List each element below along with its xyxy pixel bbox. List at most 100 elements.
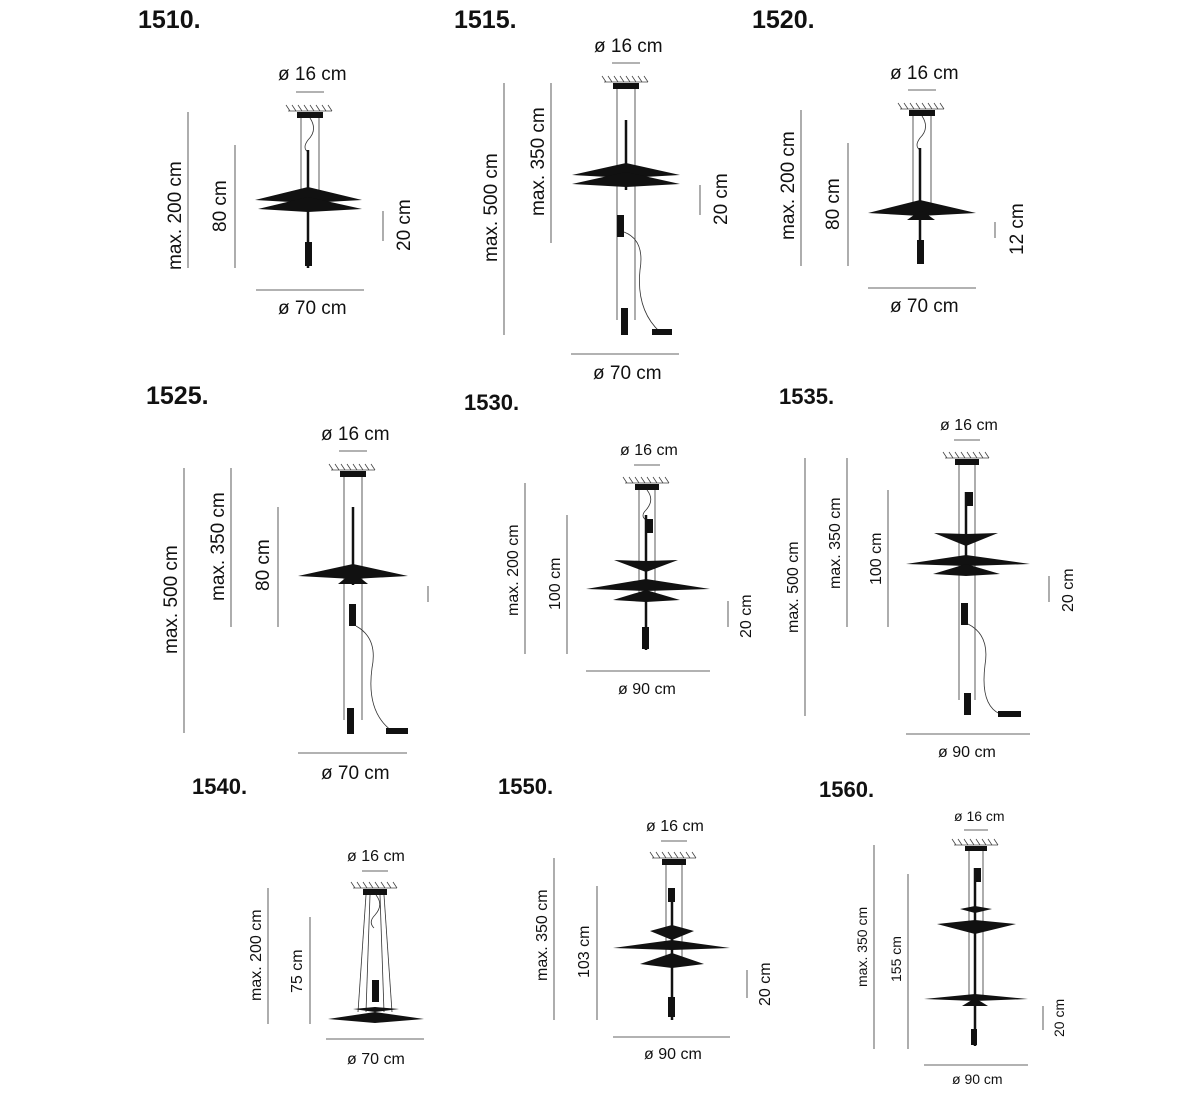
suspension-cable [379, 894, 385, 1013]
light-module [971, 1029, 977, 1045]
canopy-diameter-label: ø 16 cm [954, 808, 1005, 824]
model-code: 1535. [779, 384, 834, 409]
model-1540: 1540. ø 16 cm max. 200 cm 75 cm ø 70 cm [192, 774, 424, 1068]
ceiling-hatch [350, 881, 398, 889]
light-module [975, 868, 981, 882]
ceiling-canopy [363, 889, 387, 895]
canopy-diameter-label: ø 16 cm [278, 64, 347, 85]
shade-disc [933, 564, 1000, 576]
shade-cone [650, 925, 694, 940]
counterweight [347, 708, 354, 734]
light-module [668, 888, 675, 902]
light-module [642, 627, 649, 649]
canopy-diameter-label: ø 16 cm [940, 417, 998, 434]
canopy-diameter-label: ø 16 cm [890, 63, 959, 84]
light-module [305, 242, 312, 266]
model-code: 1530. [464, 390, 519, 415]
ceiling-canopy [909, 110, 935, 116]
total-height-label: max. 350 cm [854, 907, 870, 987]
total-height-label: max. 500 cm [481, 153, 502, 262]
shade-height-label: 20 cm [738, 594, 755, 638]
model-1520: 1520. ø 16 cm max. 200 cm 80 cm 12 cm ø … [752, 6, 1028, 317]
drop-label: max. 350 cm [208, 492, 229, 601]
canopy-diameter-label: ø 16 cm [646, 818, 704, 835]
shade-height-label: 80 cm [253, 539, 274, 591]
drop-label: 80 cm [823, 178, 844, 230]
ceiling-canopy [965, 846, 987, 851]
suspension-cable [365, 894, 371, 1013]
power-cord [304, 117, 314, 153]
diameter-label: ø 70 cm [593, 363, 662, 384]
total-height-label: max. 500 cm [161, 545, 182, 654]
total-height-label: max. 200 cm [248, 909, 265, 1001]
light-module [349, 604, 356, 626]
counterweight [621, 308, 628, 335]
drop-label: max. 350 cm [528, 107, 549, 216]
drop-label: 100 cm [547, 558, 564, 610]
light-module [646, 519, 653, 533]
ceiling-canopy [955, 459, 979, 465]
drop-label: 103 cm [576, 926, 593, 978]
shade-height-label: 20 cm [711, 173, 732, 225]
diameter-label: ø 90 cm [618, 681, 676, 698]
model-code: 1525. [146, 382, 209, 410]
total-height-label: max. 200 cm [165, 161, 186, 270]
model-code: 1510. [138, 6, 201, 34]
shade-cone [962, 998, 988, 1006]
suspension-cable [357, 894, 367, 1013]
shade-height-label: 20 cm [394, 199, 415, 251]
floor-weight [386, 728, 408, 734]
ceiling-hatch [897, 102, 945, 110]
canopy-diameter-label: ø 16 cm [594, 36, 663, 57]
model-1550: 1550. ø 16 cm max. 350 cm 103 cm 20 cm ø… [498, 774, 774, 1063]
diameter-label: ø 70 cm [321, 763, 390, 784]
ceiling-hatch [942, 451, 990, 459]
light-module [961, 603, 968, 625]
shade-height-label: 20 cm [757, 962, 774, 1006]
ceiling-hatch [285, 104, 333, 112]
model-1560: 1560. ø 16 cm max. 350 cm 155 cm 20 cm ø… [819, 777, 1067, 1087]
diameter-label: ø 70 cm [890, 296, 959, 317]
total-height-label: max. 350 cm [534, 889, 551, 981]
shade-height-label: 20 cm [1051, 999, 1067, 1037]
shade-cone [614, 560, 678, 572]
ceiling-canopy [635, 484, 659, 490]
model-1515: 1515. ø 16 cm max. 500 cm max. 350 cm 20… [454, 6, 732, 384]
model-1510: 1510. ø 16 cm max. 200 cm 80 cm 20 cm ø … [138, 6, 415, 319]
shade-disc [255, 187, 362, 203]
ceiling-hatch [328, 463, 376, 471]
shade-height-label: 20 cm [1060, 568, 1077, 612]
shade-cone [338, 572, 368, 584]
shade-disc [640, 953, 704, 968]
power-cord [916, 115, 926, 151]
shade-disc [258, 197, 362, 212]
model-code: 1540. [192, 774, 247, 799]
ceiling-hatch [622, 476, 670, 484]
shade-disc [906, 555, 1030, 566]
drop-label: 75 cm [289, 949, 306, 993]
total-height-label: max. 500 cm [785, 541, 802, 633]
shade-cone [937, 920, 1016, 934]
drop-label: 80 cm [210, 180, 231, 232]
diameter-label: ø 70 cm [347, 1051, 405, 1068]
canopy-diameter-label: ø 16 cm [347, 848, 405, 865]
drop-label: max. 350 cm [827, 497, 844, 589]
floor-weight [652, 329, 672, 335]
shade-disc [613, 940, 730, 950]
shade-disc [572, 172, 680, 187]
ceiling-canopy [340, 471, 366, 477]
light-module [668, 997, 675, 1017]
canopy-diameter-label: ø 16 cm [620, 442, 678, 459]
power-cord [967, 623, 1001, 715]
diameter-label: ø 70 cm [278, 298, 347, 319]
inner-drop-label: 100 cm [868, 533, 885, 585]
counterweight [964, 693, 971, 715]
diameter-label: ø 90 cm [644, 1046, 702, 1063]
shade-disc [572, 163, 680, 178]
model-code: 1560. [819, 777, 874, 802]
power-cord [355, 625, 393, 732]
model-code: 1550. [498, 774, 553, 799]
power-cord [642, 489, 652, 521]
total-height-label: max. 200 cm [505, 524, 522, 616]
